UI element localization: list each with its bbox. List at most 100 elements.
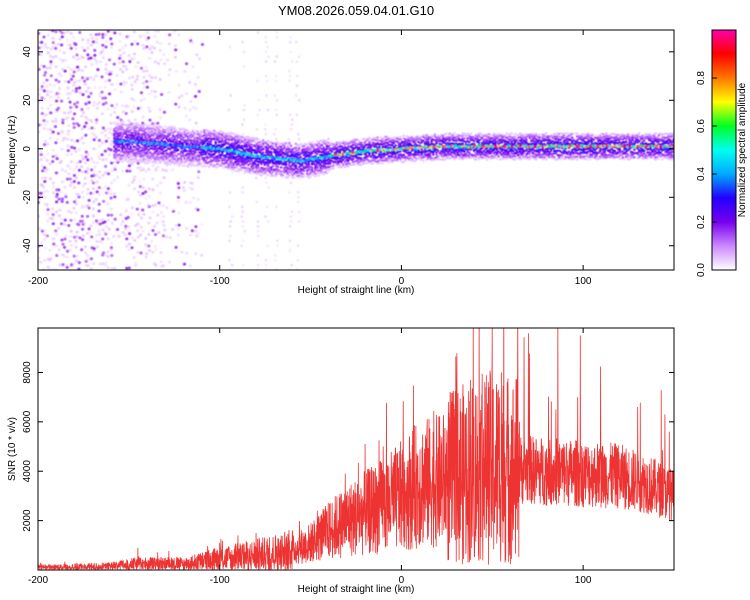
spectrogram-cell	[217, 131, 221, 134]
spectrogram-cell	[121, 104, 125, 108]
spectrogram-cell	[127, 76, 132, 80]
spectrogram-cell	[45, 66, 49, 70]
spectrogram-cell	[453, 132, 456, 135]
spectrogram-cell	[153, 95, 158, 99]
spectrogram-cell	[176, 227, 181, 231]
spectrogram-cell	[63, 185, 67, 189]
spectrogram-cell	[74, 245, 78, 249]
spectrogram-cell	[81, 204, 85, 208]
spectrogram-cell	[207, 165, 211, 168]
spectrogram-cell	[265, 79, 269, 83]
spectrogram-cell	[80, 55, 84, 59]
spectrogram-cell	[141, 192, 145, 196]
spectrogram-cell	[92, 133, 96, 137]
spectrogram-cell	[371, 162, 375, 165]
spectrogram-cell	[45, 203, 49, 207]
spectrogram-cell	[119, 136, 123, 140]
spectrogram-cell	[155, 184, 159, 188]
spectrogram-cell	[127, 53, 131, 57]
spectrogram-cell	[109, 121, 113, 125]
spectrogram-cell	[119, 213, 123, 217]
spectrogram-cell	[161, 264, 165, 268]
spectrogram-cell	[72, 218, 77, 222]
spectrogram-cell	[158, 136, 162, 140]
spectrogram-cell	[184, 62, 189, 66]
spectrogram-cell	[204, 159, 208, 162]
spectrogram-cell	[89, 119, 93, 123]
spectrogram-cell	[117, 234, 122, 238]
spectrogram-cell	[127, 143, 131, 147]
spectrogram-cell	[118, 61, 122, 65]
spectrogram-cell	[494, 138, 497, 141]
spectrogram-cell	[43, 258, 47, 262]
spectrogram-cell	[296, 258, 299, 262]
spectrogram-cell	[63, 255, 67, 259]
spectrogram-cell	[101, 48, 105, 52]
spectrogram-cell	[137, 213, 141, 217]
spectrogram-cell	[97, 32, 101, 36]
spectrogram-cell	[295, 84, 299, 88]
spectrogram-cell	[296, 244, 300, 248]
spectrogram-cell	[42, 64, 46, 68]
spectrogram-cell	[312, 145, 316, 148]
spectrogram-cell	[194, 252, 198, 256]
spectrogram-cell	[241, 186, 245, 189]
spectrogram-cell	[42, 97, 46, 101]
spectrogram-cell	[89, 257, 94, 261]
spectrogram-cell	[417, 149, 420, 152]
spectrogram-cell	[256, 31, 260, 34]
spectrogram-cell	[168, 159, 172, 162]
spectrogram-cell	[39, 191, 43, 195]
spectrogram-cell	[134, 145, 137, 149]
spectrogram-cell	[123, 44, 128, 48]
spectrogram-cell	[200, 253, 204, 257]
spectrogram-cell	[130, 236, 134, 240]
spectrogram-cell	[39, 52, 43, 56]
spectrogram-cell	[190, 187, 194, 191]
spectrogram-cell	[74, 239, 78, 243]
spectrogram-cell	[170, 168, 175, 172]
spectrogram-cell	[184, 200, 188, 204]
spectrogram-cell	[173, 157, 177, 160]
spectrogram-cell	[121, 169, 125, 173]
spectrogram-cell	[100, 187, 104, 191]
spectrogram-cell	[110, 221, 114, 225]
spectrogram-cell	[228, 191, 232, 194]
spectrogram-cell	[39, 64, 43, 68]
spectrogram-cell	[167, 42, 171, 46]
spectrogram-cell	[59, 190, 64, 194]
spectrogram-cell	[80, 190, 85, 194]
spectrogram-cell	[122, 51, 126, 55]
spectrogram-cell	[48, 248, 52, 252]
spectrogram-cell	[297, 210, 301, 214]
spectrogram-cell	[559, 138, 563, 141]
spectrogram-cell	[242, 108, 246, 112]
spectrogram-cell	[301, 164, 304, 167]
spectrogram-cell	[80, 238, 85, 242]
spectrogram-cell	[77, 193, 81, 197]
spectrogram-cell	[42, 126, 46, 130]
spectrogram-cell	[51, 45, 55, 49]
spectrogram-cell	[78, 91, 82, 95]
spectrogram-cell	[93, 165, 97, 169]
spectrogram-cell	[45, 167, 49, 171]
spectrogram-cell	[279, 160, 283, 163]
spectrogram-cell	[175, 155, 178, 158]
spectrogram-cell	[40, 106, 44, 110]
spectrogram-cell	[157, 230, 161, 234]
spectrogram-cell	[102, 199, 106, 203]
spectrogram-cell	[87, 95, 91, 99]
spectrogram-cell	[276, 244, 279, 248]
spectrogram-cell	[117, 148, 121, 152]
spectrogram-cell	[129, 128, 132, 132]
spectrogram-cell	[51, 36, 55, 40]
spectrogram-cell	[287, 137, 291, 141]
spectrogram-cell	[78, 160, 82, 164]
spectrogram-cell	[127, 164, 132, 168]
spectrogram-cell	[319, 162, 322, 166]
spectrogram-cell	[275, 137, 278, 141]
spectrogram-cell	[94, 62, 98, 66]
spectrogram-cell	[121, 157, 124, 160]
spectrogram-cell	[40, 111, 44, 115]
